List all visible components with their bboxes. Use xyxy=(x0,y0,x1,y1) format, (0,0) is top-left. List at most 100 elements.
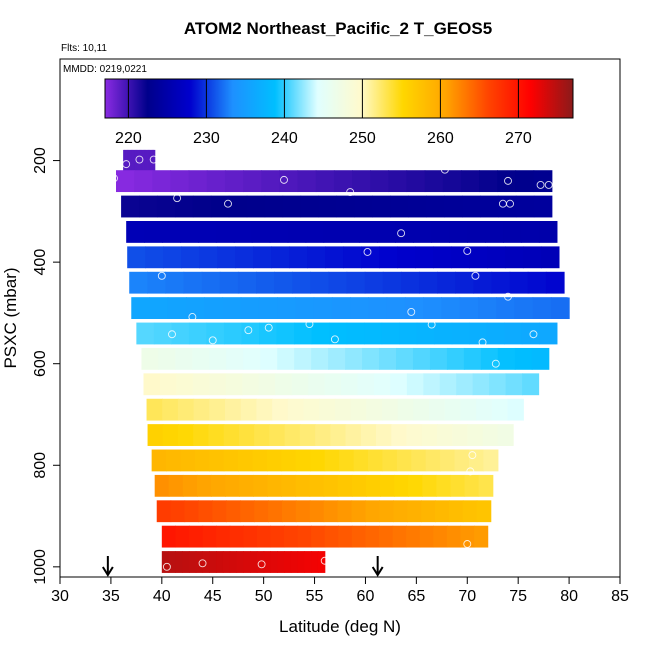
heatmap-cell xyxy=(243,525,258,548)
heatmap-cell xyxy=(270,525,285,548)
heatmap-cell xyxy=(364,271,384,294)
heatmap-cell xyxy=(305,221,325,243)
heatmap-cell xyxy=(444,195,463,218)
heatmap-cell xyxy=(175,551,183,573)
heatmap-cell xyxy=(178,424,194,446)
heatmap-cell xyxy=(209,551,217,573)
flight-point xyxy=(504,292,512,301)
heatmap-cell xyxy=(474,525,489,548)
heatmap-cell xyxy=(429,398,446,421)
heatmap-cell xyxy=(491,271,511,294)
heatmap-cell xyxy=(264,195,284,218)
x-axis-label: Latitude (deg N) xyxy=(279,617,401,636)
heatmap-cell xyxy=(256,271,275,294)
flight-arrows xyxy=(102,556,384,577)
heatmap-cell xyxy=(329,322,348,345)
flight-point xyxy=(468,451,477,460)
heatmap-cells xyxy=(116,149,570,573)
heatmap-cell xyxy=(311,347,329,370)
flight-point xyxy=(529,330,538,339)
flight-point xyxy=(224,199,232,208)
heatmap-cell xyxy=(486,322,505,345)
heatmap-cell xyxy=(281,449,297,472)
arrow-head xyxy=(102,566,114,577)
plot-frame xyxy=(59,58,621,578)
heatmap-cell xyxy=(472,373,490,396)
heatmap-cell xyxy=(462,500,478,523)
heatmap-cell xyxy=(441,297,461,320)
x-tick-label: 65 xyxy=(407,588,425,605)
heatmap-cell xyxy=(121,195,140,218)
heatmap-cell xyxy=(400,271,420,294)
heatmap-cell xyxy=(161,525,176,548)
heatmap-cell xyxy=(201,271,221,294)
heatmap-cell xyxy=(440,449,456,472)
flight-point xyxy=(506,199,514,208)
heatmap-cell xyxy=(202,525,217,548)
x-tick-label: 30 xyxy=(51,588,69,605)
heatmap-cell xyxy=(162,424,179,446)
heatmap-cell xyxy=(210,195,230,218)
heatmap-cell xyxy=(193,398,210,421)
heatmap-cell xyxy=(284,551,292,573)
colorbar-bar xyxy=(104,78,574,119)
heatmap-cell xyxy=(497,424,514,446)
heatmap-cell xyxy=(357,373,375,396)
heatmap-cell xyxy=(533,170,553,193)
heatmap-cell xyxy=(370,170,389,193)
heatmap-cell xyxy=(284,525,299,548)
heatmap-cell xyxy=(127,246,146,269)
x-tick-label: 80 xyxy=(560,588,578,605)
heatmap-cell xyxy=(338,525,353,548)
heatmap-cell xyxy=(478,474,494,497)
heatmap-cell xyxy=(324,373,342,396)
heatmap-cell xyxy=(177,398,195,421)
heatmap-cell xyxy=(505,373,523,396)
heatmap-cell xyxy=(415,246,434,269)
heatmap-cell xyxy=(226,500,241,523)
heatmap-cell xyxy=(277,297,297,320)
heatmap-cell xyxy=(152,170,172,193)
heatmap-cell xyxy=(284,424,301,446)
heatmap-cell xyxy=(380,474,395,497)
flight-point xyxy=(491,359,500,368)
flight-point xyxy=(427,320,436,329)
heatmap-cell xyxy=(223,424,240,446)
heatmap-cell xyxy=(337,500,353,523)
heatmap-cell xyxy=(228,195,248,218)
heatmap-cell xyxy=(379,246,398,269)
colorbar-tick-label: 250 xyxy=(349,130,376,147)
heatmap-cell xyxy=(287,221,307,243)
heatmap-cell xyxy=(533,195,553,218)
heatmap-cell xyxy=(514,347,533,370)
heatmap-cell xyxy=(413,221,432,243)
heatmap-cell xyxy=(209,398,226,421)
heatmap-cell xyxy=(224,170,244,193)
heatmap-cell xyxy=(350,297,370,320)
heatmap-cell xyxy=(421,424,438,446)
heatmap-cell xyxy=(527,271,547,294)
heatmap-cell xyxy=(274,271,293,294)
heatmap-cell xyxy=(246,195,266,218)
heatmap-cell xyxy=(269,221,289,243)
x-tick-label: 45 xyxy=(204,588,222,605)
flight-point xyxy=(188,313,197,321)
heatmap-cell xyxy=(328,347,346,370)
heatmap-cell xyxy=(509,271,529,294)
heatmap-cell xyxy=(131,149,133,172)
heatmap-cell xyxy=(419,525,434,548)
heatmap-cell xyxy=(156,195,176,218)
heatmap-cell xyxy=(268,500,283,523)
heatmap-cell xyxy=(223,322,243,345)
heatmap-cell xyxy=(238,449,254,472)
heatmap-cell xyxy=(323,500,339,523)
heatmap-cell xyxy=(275,373,293,396)
heatmap-cell xyxy=(152,149,154,172)
heatmap-cell xyxy=(291,373,309,396)
heatmap-cell xyxy=(521,322,540,345)
flight-point xyxy=(208,336,217,345)
heatmap-cell xyxy=(137,149,140,172)
heatmap-cell xyxy=(504,246,524,269)
heatmap-cell xyxy=(439,373,457,396)
heatmap-cell xyxy=(136,149,139,172)
